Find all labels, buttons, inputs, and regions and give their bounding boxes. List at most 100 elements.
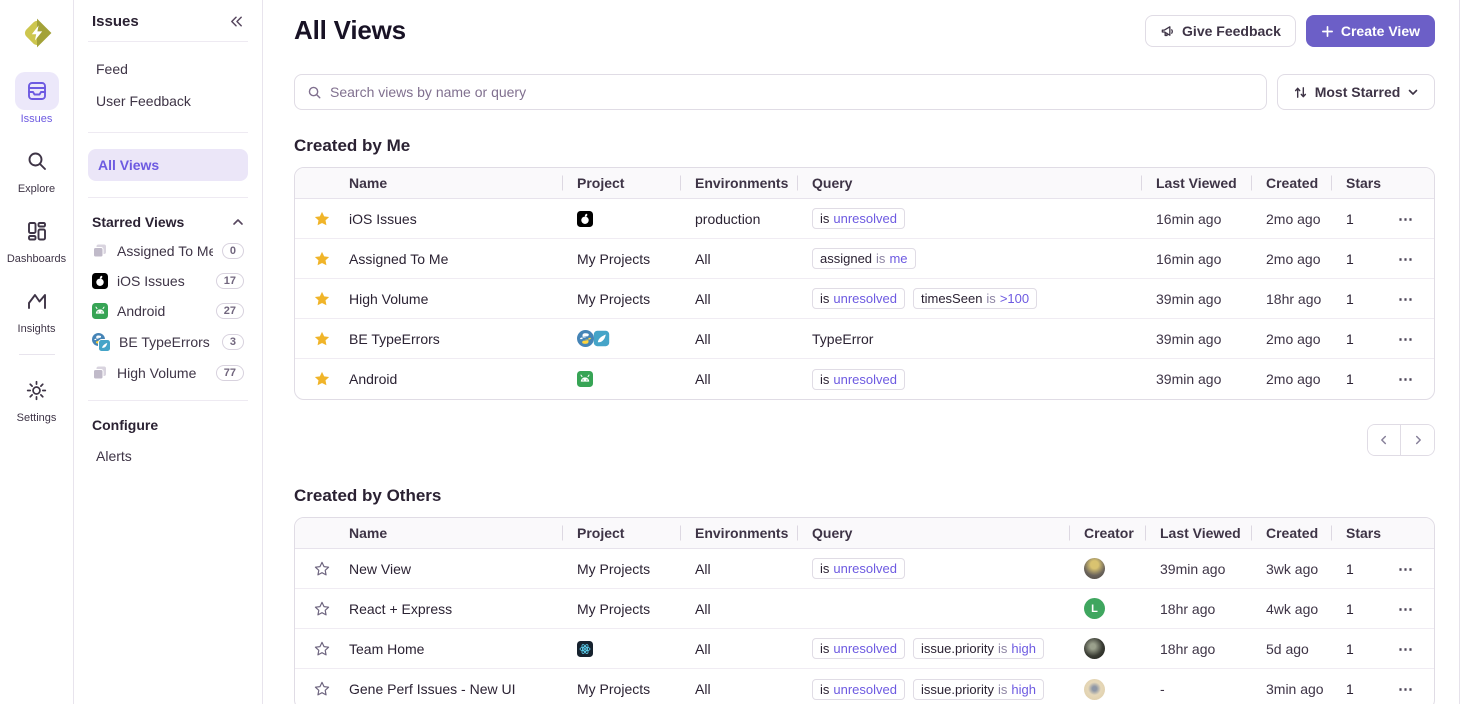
query-chip: timesSeen is >100 (913, 288, 1038, 309)
project-cell: My Projects (577, 560, 651, 577)
query-cell: is unresolved timesSeen is >100 (810, 288, 1154, 309)
col-last-viewed: Last Viewed (1154, 175, 1264, 191)
next-page-button[interactable] (1401, 425, 1434, 455)
environments-cell: All (695, 640, 711, 657)
view-name-link[interactable]: Android (349, 371, 398, 387)
view-name-link[interactable]: High Volume (349, 290, 429, 307)
starred-views-header[interactable]: Starred Views (88, 202, 248, 236)
table-row: New View My Projects All is unresolved 39… (295, 549, 1434, 589)
sidebar-starred-android[interactable]: Android 27 (88, 296, 248, 326)
rail-label-dashboards: Dashboards (6, 253, 67, 265)
chevron-up-icon (232, 216, 244, 228)
sidebar-divider (88, 400, 248, 401)
issue-count-badge: 0 (221, 243, 244, 259)
star-filled-icon[interactable] (295, 330, 347, 348)
row-menu-button[interactable]: ⋯ (1396, 640, 1434, 658)
star-outline-icon[interactable] (295, 600, 347, 618)
star-filled-icon[interactable] (295, 250, 347, 268)
created-cell: 2mo ago (1266, 371, 1321, 387)
view-name-link[interactable]: Assigned To Me (349, 250, 449, 267)
search-input[interactable] (330, 84, 1254, 100)
last-viewed-cell: 39min ago (1160, 560, 1226, 577)
environments-cell: All (695, 371, 711, 387)
project-cell: My Projects (577, 600, 651, 617)
col-environments: Environments (693, 525, 810, 541)
project-cell (575, 329, 693, 348)
sidebar-starred-assigned-to-me[interactable]: Assigned To Me 0 (88, 236, 248, 266)
app-logo-icon[interactable] (20, 16, 54, 50)
star-filled-icon[interactable] (295, 210, 347, 228)
rail-item-explore[interactable]: Explore (5, 142, 69, 195)
ellipsis-icon: ⋯ (1398, 560, 1414, 578)
view-name-link[interactable]: Gene Perf Issues - New UI (349, 681, 516, 697)
sidebar-item-user-feedback[interactable]: User Feedback (88, 86, 248, 116)
rail-label-explore: Explore (17, 183, 56, 195)
megaphone-icon (1160, 24, 1175, 39)
col-stars: Stars (1344, 175, 1396, 191)
sidebar-starred-high-volume[interactable]: High Volume 77 (88, 358, 248, 388)
star-filled-icon[interactable] (295, 370, 347, 388)
view-name-link[interactable]: BE TypeErrors (349, 330, 440, 347)
project-cell (575, 640, 693, 657)
pagination (1367, 424, 1435, 456)
star-filled-icon[interactable] (295, 290, 347, 308)
section-title-created-by-others: Created by Others (294, 486, 442, 505)
sidebar-item-all-views[interactable]: All Views (88, 149, 248, 181)
view-name-link[interactable]: Team Home (349, 640, 425, 657)
rail-item-insights[interactable]: Insights (5, 282, 69, 335)
creator-avatar (1084, 558, 1105, 579)
sidebar-item-alerts[interactable]: Alerts (88, 441, 248, 471)
row-menu-button[interactable]: ⋯ (1396, 250, 1434, 268)
apple-platform-icon (92, 273, 108, 289)
environments-cell: All (695, 330, 711, 347)
view-name-link[interactable]: New View (349, 560, 411, 577)
nest-platform-icon (592, 329, 611, 348)
chevron-down-icon (1407, 86, 1419, 98)
project-cell: My Projects (577, 681, 651, 697)
row-menu-button[interactable]: ⋯ (1396, 290, 1434, 308)
give-feedback-label: Give Feedback (1182, 23, 1281, 39)
project-cell (575, 371, 693, 387)
sidebar-starred-be-typeerrors[interactable]: BE TypeErrors 3 (88, 326, 248, 358)
star-outline-icon[interactable] (295, 560, 347, 578)
created-cell: 2mo ago (1266, 210, 1321, 227)
row-menu-button[interactable]: ⋯ (1396, 560, 1434, 578)
ellipsis-icon: ⋯ (1398, 290, 1414, 308)
rail-item-dashboards[interactable]: Dashboards (5, 212, 69, 265)
environments-cell: All (695, 681, 711, 697)
sidebar-item-label: All Views (98, 157, 160, 173)
page-title: All Views (294, 15, 406, 45)
row-menu-button[interactable]: ⋯ (1396, 680, 1434, 698)
give-feedback-button[interactable]: Give Feedback (1145, 15, 1296, 47)
view-name-link[interactable]: React + Express (349, 600, 453, 617)
last-viewed-cell: 39min ago (1156, 330, 1222, 347)
my-projects-icon (92, 365, 108, 381)
query-chip: is unresolved (812, 638, 905, 659)
col-last-viewed: Last Viewed (1158, 525, 1264, 541)
view-name-link[interactable]: iOS Issues (349, 210, 417, 227)
sort-dropdown-button[interactable]: Most Starred (1277, 74, 1435, 110)
stars-count-cell: 1 (1346, 681, 1354, 697)
creator-cell: L (1082, 598, 1158, 619)
rail-item-issues[interactable]: Issues (5, 72, 69, 125)
sidebar-item-label: User Feedback (96, 93, 191, 109)
sidebar-title: Issues (92, 13, 139, 30)
sidebar-starred-ios-issues[interactable]: iOS Issues 17 (88, 266, 248, 296)
col-name: Name (349, 175, 388, 191)
collapse-sidebar-icon[interactable] (229, 14, 244, 29)
star-outline-icon[interactable] (295, 640, 347, 658)
app-rail: Issues Explore Dashboards (0, 0, 74, 704)
sort-arrows-icon (1293, 85, 1308, 100)
created-cell: 5d ago (1266, 640, 1309, 657)
sidebar-item-feed[interactable]: Feed (88, 54, 248, 84)
rail-item-settings[interactable]: Settings (5, 371, 69, 424)
create-view-button[interactable]: Create View (1305, 15, 1435, 47)
row-menu-button[interactable]: ⋯ (1396, 210, 1434, 228)
row-menu-button[interactable]: ⋯ (1396, 330, 1434, 348)
row-menu-button[interactable]: ⋯ (1396, 600, 1434, 618)
star-outline-icon[interactable] (295, 680, 347, 698)
previous-page-button[interactable] (1368, 425, 1401, 455)
stars-count-cell: 1 (1346, 560, 1354, 577)
row-menu-button[interactable]: ⋯ (1396, 370, 1434, 388)
configure-label: Configure (92, 417, 159, 433)
